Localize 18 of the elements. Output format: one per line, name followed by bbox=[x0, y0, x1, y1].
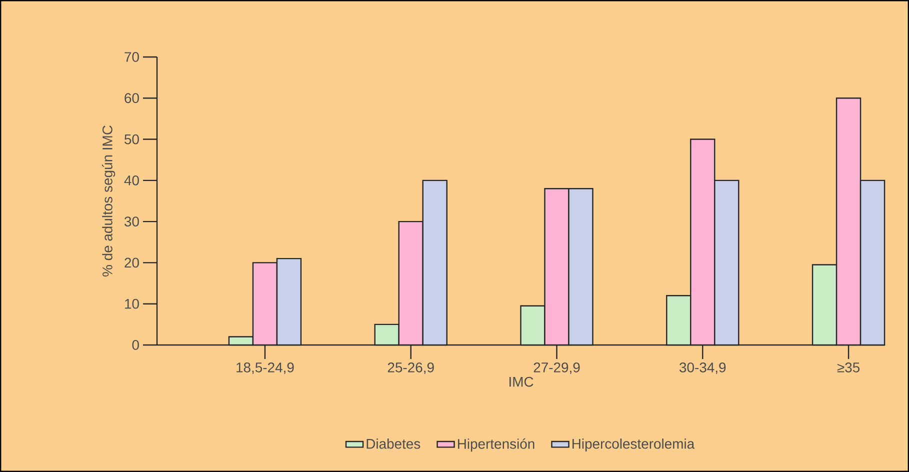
y-axis-title: % de adultos según IMC bbox=[102, 126, 116, 276]
y-tick-label: 40 bbox=[124, 175, 139, 186]
x-tick-label: 25-26,9 bbox=[388, 362, 434, 374]
y-tick-label: 30 bbox=[124, 216, 139, 226]
legend-label: Diabetes bbox=[366, 438, 420, 449]
y-tick-label: 20 bbox=[124, 258, 139, 268]
legend-label: Hipercolesterolemia bbox=[572, 438, 695, 452]
y-tick-label: 50 bbox=[124, 134, 139, 144]
y-tick-label: 60 bbox=[124, 93, 139, 104]
y-tick-label: 10 bbox=[125, 298, 139, 309]
y-tick-label: 70 bbox=[124, 52, 139, 62]
x-axis-title: IMC bbox=[510, 376, 534, 387]
x-tick-label: 30-34,9 bbox=[680, 362, 726, 374]
x-tick-label: 18,5-24,9 bbox=[236, 362, 294, 374]
y-tick-label: 0 bbox=[132, 340, 139, 350]
x-tick-label: 27-29,9 bbox=[534, 362, 580, 374]
x-tick-label: ≥35 bbox=[837, 362, 860, 372]
legend-label: Hipertensión bbox=[458, 438, 534, 452]
